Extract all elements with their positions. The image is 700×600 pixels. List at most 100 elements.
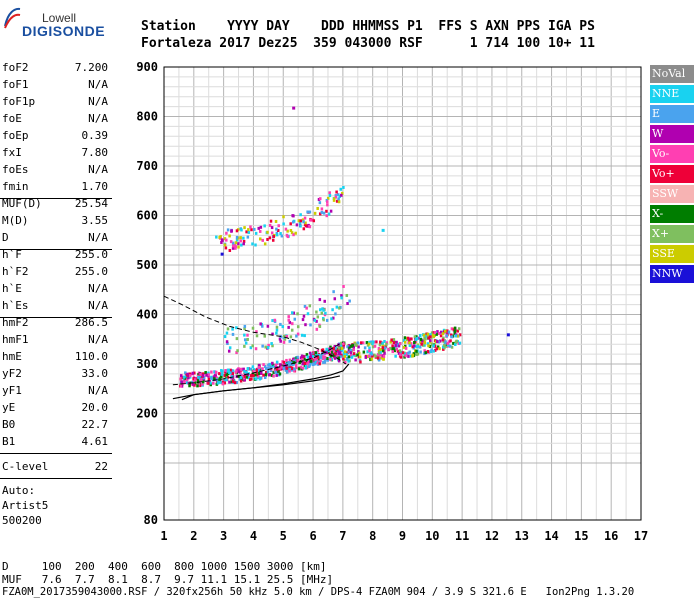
echo-point [193,371,196,375]
param-separator [0,249,112,250]
echo-point [284,227,288,231]
echo-point [320,207,324,211]
echo-point [422,343,425,347]
echo-point [394,346,397,350]
x-tick-label: 2 [190,529,197,543]
echo-point [343,350,347,354]
echo-point [287,361,290,365]
echo-point [336,354,340,358]
echo-point [429,350,432,354]
echo-point [223,381,226,385]
echo-point [399,353,402,357]
echo-point [354,358,357,362]
echo-point [297,367,301,371]
echo-point [314,359,317,363]
echo-point [225,238,228,242]
echo-point [243,333,246,337]
echo-point [243,327,246,331]
echo-point [318,201,322,205]
echo-point [237,245,240,249]
echo-point [285,366,288,370]
y-tick-label: 900 [136,60,158,74]
echo-point [234,246,237,250]
echo-point [349,351,353,355]
echo-point [224,369,227,373]
echo-point [214,370,218,374]
echo-point [252,374,255,378]
param-value: 110.0 [74,350,108,363]
echo-point [281,360,284,364]
echo-point [271,361,274,365]
echo-point [306,312,310,316]
echo-point [329,354,333,358]
echo-point [218,377,222,381]
echo-point [449,339,452,343]
param-value: 22 [94,460,108,473]
echo-point [420,342,423,346]
echo-point [323,299,326,303]
echo-point [307,360,310,364]
echo-point [271,364,275,368]
echo-point [220,368,223,372]
param-value: 0.39 [81,129,109,142]
echo-point [287,315,290,319]
echo-point [212,381,215,385]
param-row: foEp 0.39 [2,129,108,146]
echo-point [369,351,373,355]
echo-point [351,343,355,347]
echo-point [303,334,306,338]
echo-point [212,375,216,379]
echo-point [308,224,311,228]
echo-point [322,355,325,359]
param-value: 286.5 [74,316,108,329]
echo-point [215,376,219,380]
echo-point [277,224,280,228]
param-row: hmF2 286.5 [2,316,108,333]
echo-point [322,356,325,360]
echo-point [333,344,337,348]
echo-point [395,347,398,351]
echo-point [196,384,199,388]
echo-point [270,342,273,346]
echo-point [419,341,423,345]
echo-point [316,349,320,353]
echo-point [275,360,279,364]
echo-point [318,212,322,216]
echo-point [194,378,197,382]
profile-curves [163,295,350,401]
echo-point [453,329,457,333]
echo-point [303,216,307,220]
echo-point [414,337,418,341]
echo-point [384,344,387,348]
echo-point [342,284,345,288]
echo-point [312,363,315,367]
echo-point [259,225,263,229]
param-row: h`F 255.0 [2,248,108,265]
echo-point [210,370,213,374]
echo-point [380,356,384,360]
echo-point [301,366,305,370]
echo-point [279,363,282,367]
x-tick-label: 6 [309,529,316,543]
echo-point [423,336,426,340]
echo-point [329,349,333,353]
echo-point [319,197,322,201]
echo-point [262,373,265,377]
echo-point [392,341,396,345]
echo-point [437,340,440,344]
echo-point [430,331,434,335]
param-name: h`F [2,248,22,261]
echo-point [234,241,238,245]
echo-point [426,342,430,346]
echo-point [458,333,462,337]
echo-point [370,357,374,361]
echo-point [233,381,237,385]
echo-point [292,233,295,237]
echo-point [249,225,252,229]
param-name: yF1 [2,384,22,397]
echo-point [295,366,298,370]
echo-point [311,354,315,358]
echo-point [231,246,235,250]
echo-point [371,354,374,358]
legend-item: SSE [650,245,694,263]
